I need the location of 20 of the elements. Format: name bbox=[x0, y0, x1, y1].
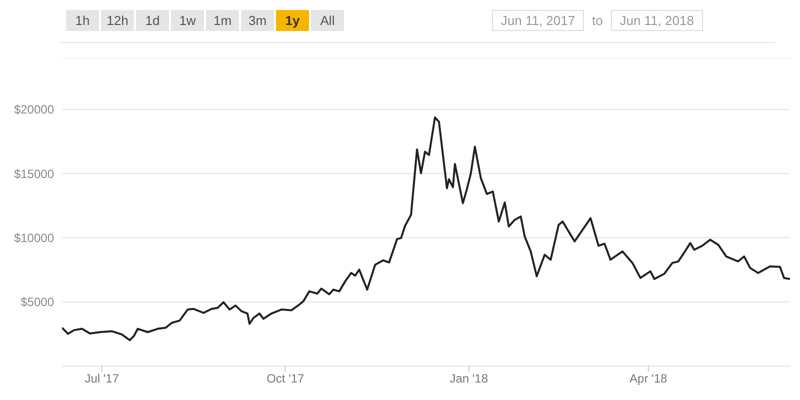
y-tick-label: $20000 bbox=[14, 102, 54, 117]
range-button: 1m bbox=[206, 10, 239, 31]
range-button: 3m bbox=[241, 10, 274, 31]
range-button: 1y bbox=[276, 10, 309, 31]
y-tick-label: $15000 bbox=[14, 166, 54, 181]
y-tick-label: $5000 bbox=[20, 295, 54, 310]
x-tick-label: Jan '18 bbox=[450, 372, 488, 386]
text: to bbox=[592, 13, 603, 28]
x-tick-label: Jul '17 bbox=[84, 372, 120, 386]
x-tick-label: Oct '17 bbox=[266, 372, 305, 386]
y-tick-label: $10000 bbox=[14, 230, 54, 245]
date-field: Jun 11, 2018 bbox=[610, 10, 703, 31]
range-button: 1d bbox=[136, 10, 169, 31]
range-button: 12h bbox=[101, 10, 134, 31]
range-button: 1w bbox=[171, 10, 204, 31]
x-tick-label: Apr '18 bbox=[630, 372, 668, 386]
range-button: All bbox=[311, 10, 344, 31]
line-series bbox=[62, 116, 790, 342]
date-field: Jun 11, 2017 bbox=[492, 10, 584, 31]
range-button: 1h bbox=[66, 10, 99, 31]
